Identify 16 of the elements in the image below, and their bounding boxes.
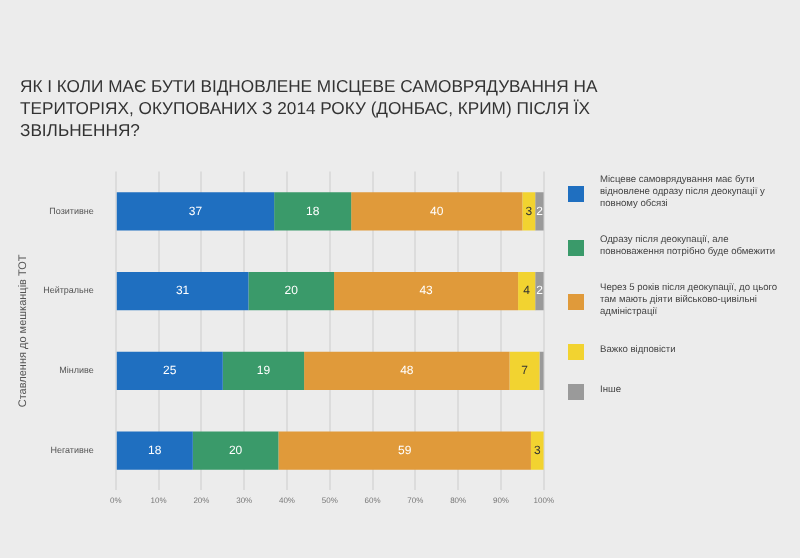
bar bbox=[278, 431, 531, 470]
bar bbox=[274, 192, 352, 231]
bar bbox=[248, 271, 335, 311]
bar bbox=[522, 192, 536, 231]
bar bbox=[509, 351, 540, 390]
chart-title: ЯК І КОЛИ МАЄ БУТИ ВІДНОВЛЕНЕ МІСЦЕВЕ САМОВРЯДУВАННЯ НА ТЕРИТОРІЯХ, ОКУПОВАНИХ З 2014 РОКУ (ДОНБАС, КРИМ) ПІСЛЯ ЇХ ЗВІЛЬНЕННЯ? bbox=[20, 76, 600, 142]
bar bbox=[334, 271, 519, 311]
bar bbox=[518, 271, 536, 311]
bar bbox=[116, 271, 249, 311]
bar bbox=[351, 192, 523, 231]
bar bbox=[304, 351, 510, 390]
bar bbox=[116, 351, 223, 390]
bar bbox=[116, 431, 193, 470]
bar bbox=[192, 431, 279, 470]
bar bbox=[116, 192, 275, 231]
bar bbox=[222, 351, 305, 390]
